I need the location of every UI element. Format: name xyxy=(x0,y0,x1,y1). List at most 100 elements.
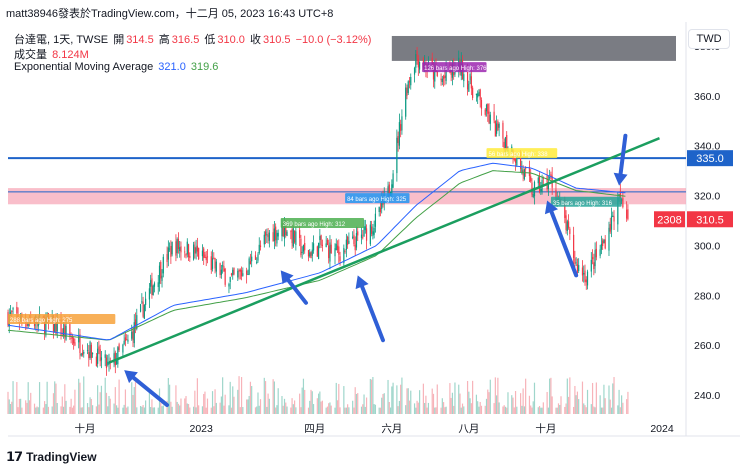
candle-body[interactable] xyxy=(127,339,129,342)
candle-body[interactable] xyxy=(45,320,47,336)
candle-body[interactable] xyxy=(275,226,277,241)
candle-body[interactable] xyxy=(283,225,286,239)
candle-body[interactable] xyxy=(187,244,190,257)
candle-body[interactable] xyxy=(392,173,394,188)
candle-body[interactable] xyxy=(201,250,204,257)
candle-body[interactable] xyxy=(617,197,619,225)
candle-body[interactable] xyxy=(381,199,383,209)
candle-body[interactable] xyxy=(237,270,239,278)
candle-body[interactable] xyxy=(304,242,306,251)
candle-body[interactable] xyxy=(413,68,416,75)
candle-body[interactable] xyxy=(470,76,472,89)
candle-body[interactable] xyxy=(69,324,71,336)
candle-body[interactable] xyxy=(292,228,294,247)
candle-body[interactable] xyxy=(311,249,313,256)
candle-body[interactable] xyxy=(532,194,534,197)
candle-body[interactable] xyxy=(475,93,478,96)
candle-body[interactable] xyxy=(80,353,82,356)
candle-body[interactable] xyxy=(91,352,94,355)
candle-body[interactable] xyxy=(416,50,418,59)
candle-body[interactable] xyxy=(578,265,580,272)
candle-body[interactable] xyxy=(479,89,481,100)
candle-body[interactable] xyxy=(627,209,629,220)
candle-body[interactable] xyxy=(317,242,320,259)
candle-body[interactable] xyxy=(169,248,171,250)
high-marker-box[interactable] xyxy=(280,218,365,228)
candle-body[interactable] xyxy=(584,270,586,282)
candle-body[interactable] xyxy=(494,120,496,137)
candle-body[interactable] xyxy=(266,234,268,236)
candle-body[interactable] xyxy=(309,252,311,257)
candle-body[interactable] xyxy=(406,87,408,96)
candle-body[interactable] xyxy=(581,267,584,276)
candle-body[interactable] xyxy=(405,87,407,117)
candle-body[interactable] xyxy=(136,315,138,330)
candle-body[interactable] xyxy=(228,283,230,287)
candle-body[interactable] xyxy=(300,238,302,256)
candle-body[interactable] xyxy=(282,225,284,237)
candle-body[interactable] xyxy=(249,261,252,265)
candle-body[interactable] xyxy=(62,328,65,336)
candle-body[interactable] xyxy=(408,80,411,83)
candle-body[interactable] xyxy=(520,151,522,169)
candle-body[interactable] xyxy=(565,215,567,230)
candle-body[interactable] xyxy=(613,216,615,222)
candle-body[interactable] xyxy=(124,337,127,342)
candle-body[interactable] xyxy=(514,157,517,163)
candle-body[interactable] xyxy=(100,357,103,361)
candle-body[interactable] xyxy=(9,312,12,314)
candle-body[interactable] xyxy=(440,78,442,81)
candle-body[interactable] xyxy=(170,246,172,257)
candle-body[interactable] xyxy=(153,283,156,287)
candle-body[interactable] xyxy=(108,361,110,365)
candle-body[interactable] xyxy=(338,246,340,255)
candle-body[interactable] xyxy=(185,254,187,256)
candle-body[interactable] xyxy=(576,264,579,274)
candle-body[interactable] xyxy=(118,344,120,351)
candle-body[interactable] xyxy=(503,141,505,150)
candle-body[interactable] xyxy=(334,248,336,257)
candle-body[interactable] xyxy=(242,273,244,276)
candle-body[interactable] xyxy=(347,236,349,245)
candle-body[interactable] xyxy=(593,262,595,269)
annotation-arrow[interactable] xyxy=(360,284,385,343)
candle-body[interactable] xyxy=(523,169,525,179)
candle-body[interactable] xyxy=(166,254,168,263)
candle-body[interactable] xyxy=(213,257,215,259)
candle-body[interactable] xyxy=(286,231,288,237)
candle-body[interactable] xyxy=(176,239,178,254)
candle-body[interactable] xyxy=(11,310,13,312)
candle-body[interactable] xyxy=(480,100,483,109)
candle-body[interactable] xyxy=(477,93,479,98)
candle-body[interactable] xyxy=(184,251,186,253)
candle-body[interactable] xyxy=(363,226,365,237)
candle-body[interactable] xyxy=(373,227,375,235)
candle-body[interactable] xyxy=(195,247,197,254)
candle-body[interactable] xyxy=(431,57,433,66)
candle-body[interactable] xyxy=(294,230,296,243)
candle-body[interactable] xyxy=(585,279,587,283)
annotation-arrow[interactable] xyxy=(549,209,579,278)
candle-body[interactable] xyxy=(162,256,164,274)
candle-body[interactable] xyxy=(504,137,507,148)
candle-body[interactable] xyxy=(564,199,566,218)
candle-body[interactable] xyxy=(60,319,62,337)
candle-body[interactable] xyxy=(55,321,57,336)
candle-body[interactable] xyxy=(612,215,614,218)
candle-body[interactable] xyxy=(256,261,258,264)
candle-body[interactable] xyxy=(192,244,195,260)
candle-body[interactable] xyxy=(487,104,489,114)
candle-body[interactable] xyxy=(506,134,508,150)
candle-body[interactable] xyxy=(301,251,303,253)
candle-body[interactable] xyxy=(113,353,115,364)
candle-body[interactable] xyxy=(319,236,321,240)
candle-body[interactable] xyxy=(180,246,182,253)
candle-body[interactable] xyxy=(95,356,97,366)
candle-body[interactable] xyxy=(290,230,292,232)
candle-body[interactable] xyxy=(74,342,76,346)
candle-body[interactable] xyxy=(204,254,206,258)
candle-body[interactable] xyxy=(272,232,274,242)
candle-body[interactable] xyxy=(604,239,606,249)
candle-body[interactable] xyxy=(591,257,594,260)
candle-body[interactable] xyxy=(71,336,73,339)
